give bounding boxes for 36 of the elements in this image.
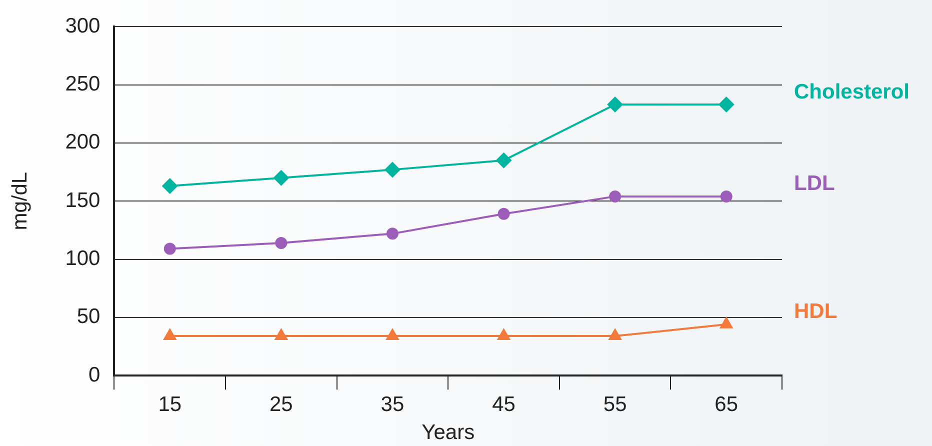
point [607,96,624,113]
text: LDL [794,172,835,196]
x-tick-label: 15 [158,392,182,416]
point [273,170,290,186]
point [384,162,400,178]
text: HDL [794,300,838,324]
y-tick-label: 50 [76,305,100,328]
point [386,328,400,340]
y-axis-title: mg/dL [8,172,32,230]
point [162,178,178,194]
point [162,328,177,340]
text: Cholesterol [794,80,910,104]
point [496,328,511,340]
y-tick-label: 300 [65,14,100,38]
point [720,190,732,202]
x-axis-title: Years [422,421,475,444]
point [275,236,288,249]
point [496,152,512,168]
y-tick-label: 200 [65,130,100,154]
y-tick-label: 250 [65,72,100,96]
y-tick-label: 0 [88,363,100,386]
point [386,228,398,240]
point [164,242,176,255]
point [609,190,622,202]
point [718,96,734,113]
y-tick-label: 150 [65,188,100,212]
x-tick-label: 65 [714,392,738,416]
x-tick-label: 35 [380,392,404,416]
point [274,328,288,340]
point [498,208,510,220]
x-tick-label: 25 [270,392,293,416]
x-tick-label: 55 [603,392,627,416]
x-tick-label: 45 [492,392,516,416]
y-tick-label: 100 [65,247,100,270]
point [608,328,622,340]
point [719,316,734,328]
